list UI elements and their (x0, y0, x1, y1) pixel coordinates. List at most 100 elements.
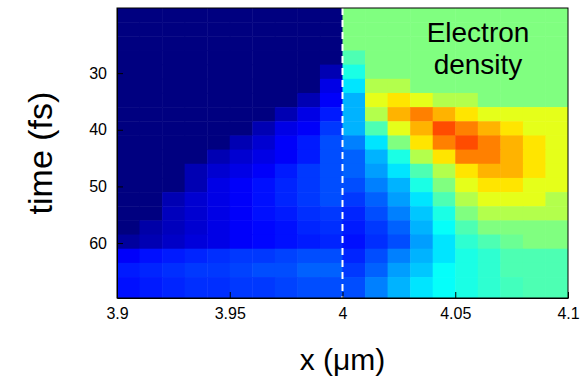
heat-cell (117, 150, 140, 165)
heat-cell (252, 249, 275, 264)
heat-cell (162, 277, 185, 298)
heat-cell (185, 249, 208, 264)
heat-cell (275, 121, 298, 136)
heat-cell (500, 107, 523, 122)
heat-cell (320, 235, 343, 250)
heat-cell (478, 192, 501, 207)
heat-cell (388, 135, 411, 150)
heat-cell (207, 178, 230, 193)
heat-cell (297, 263, 320, 278)
heat-cell (117, 135, 140, 150)
heat-cell (230, 36, 253, 51)
heat-cell (230, 65, 253, 80)
heat-cell (252, 206, 275, 221)
x-tick-mark (230, 292, 231, 298)
heat-cell (545, 65, 568, 80)
heat-cell (523, 107, 546, 122)
heat-cell (410, 164, 433, 179)
heat-cell (410, 79, 433, 94)
heat-cell (365, 79, 388, 94)
heat-cell (455, 93, 478, 108)
heat-cell (162, 8, 185, 23)
heat-cell (343, 22, 366, 37)
heat-cell (230, 164, 253, 179)
heat-cell (365, 121, 388, 136)
heat-cell (343, 150, 366, 165)
heat-cell (410, 121, 433, 136)
heat-cell (252, 150, 275, 165)
heat-cell (388, 121, 411, 136)
heat-cell (252, 8, 275, 23)
heat-cell (365, 235, 388, 250)
heat-cell (252, 263, 275, 278)
heat-cell (433, 121, 456, 136)
heat-cell (320, 36, 343, 51)
heat-cell (140, 22, 163, 37)
heat-cell (500, 178, 523, 193)
heat-cell (365, 164, 388, 179)
heat-cell (410, 235, 433, 250)
heat-cell (275, 135, 298, 150)
heat-cell (207, 235, 230, 250)
heat-cell (230, 93, 253, 108)
heat-cell (117, 107, 140, 122)
heat-cell (275, 249, 298, 264)
heat-cell (455, 178, 478, 193)
heat-cell (433, 263, 456, 278)
heat-cell (297, 249, 320, 264)
y-tick-label: 30 (89, 65, 107, 82)
y-tick-mark (117, 130, 123, 131)
heat-cell (388, 235, 411, 250)
heat-cell (252, 277, 275, 298)
heat-cell (455, 107, 478, 122)
heat-cell (545, 263, 568, 278)
heat-cell (230, 206, 253, 221)
y-tick-label: 50 (89, 178, 107, 195)
heat-cell (388, 178, 411, 193)
heat-cell (162, 263, 185, 278)
heat-cell (478, 121, 501, 136)
heat-cell (275, 8, 298, 23)
heat-cell (275, 22, 298, 37)
heat-cell (297, 192, 320, 207)
heat-cell (297, 79, 320, 94)
heat-cell (162, 22, 185, 37)
heat-cell (545, 178, 568, 193)
heat-cell (545, 277, 568, 298)
heat-cell (185, 178, 208, 193)
heat-cell (207, 220, 230, 235)
heat-cell (545, 206, 568, 221)
heat-cell (117, 36, 140, 51)
heat-cell (207, 249, 230, 264)
heat-cell (162, 220, 185, 235)
heat-cell (140, 50, 163, 65)
heat-cell (117, 249, 140, 264)
heat-cell (207, 36, 230, 51)
heat-cell (410, 249, 433, 264)
heat-cell (230, 22, 253, 37)
x-tick-mark (343, 292, 344, 298)
heat-cell (433, 277, 456, 298)
heat-cell (117, 8, 140, 23)
heat-cell (523, 121, 546, 136)
x-tick: 4.1 (557, 292, 579, 322)
heat-cell (320, 8, 343, 23)
heat-cell (343, 65, 366, 80)
heat-cell (523, 220, 546, 235)
heat-cell (388, 93, 411, 108)
heat-cell (140, 107, 163, 122)
heat-cell (275, 192, 298, 207)
heat-cell (230, 79, 253, 94)
heat-cell (365, 22, 388, 37)
heat-cell (343, 220, 366, 235)
heat-cell (545, 220, 568, 235)
heat-cell (275, 79, 298, 94)
heat-cell (388, 277, 411, 298)
heat-cell (207, 164, 230, 179)
y-tick-mark (117, 243, 123, 244)
heat-cell (207, 65, 230, 80)
heat-cell (500, 206, 523, 221)
heat-cell (320, 135, 343, 150)
heat-cell (297, 220, 320, 235)
heat-cell (185, 79, 208, 94)
